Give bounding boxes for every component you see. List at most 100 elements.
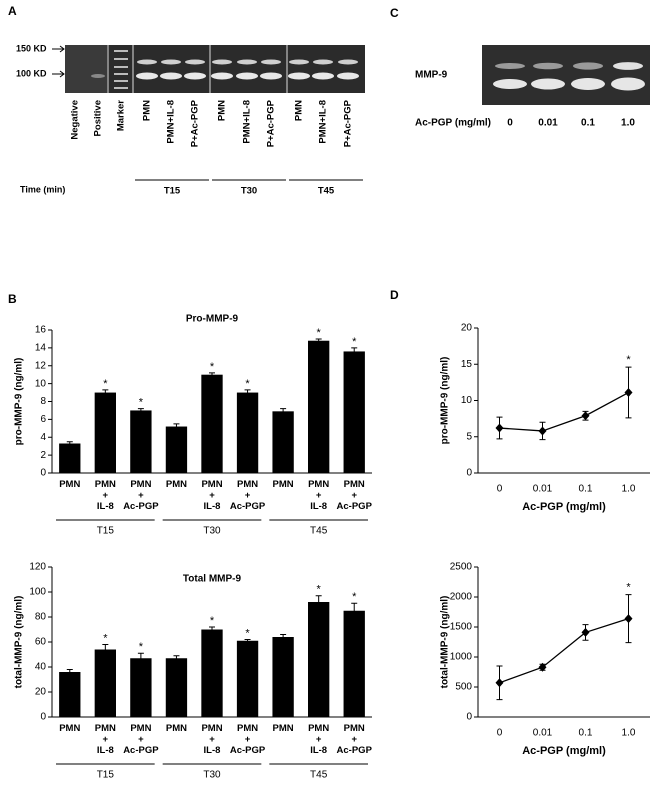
x-tick-label: PMN + Ac-PGP (123, 479, 159, 512)
bar (343, 610, 365, 717)
band (212, 59, 232, 65)
y-tick-label: 1500 (450, 622, 473, 633)
point (624, 388, 633, 398)
group-label: T15 (97, 526, 115, 537)
bar (236, 640, 259, 717)
x-tick-label: PMN + IL-8 (201, 723, 223, 756)
band (236, 72, 258, 80)
dose-value: 1.0 (621, 118, 635, 129)
dose-value: 0.1 (581, 118, 595, 129)
time-label: Time (min) (20, 184, 65, 194)
group-label: T45 (310, 526, 328, 537)
lane-label: Marker (116, 100, 127, 131)
bar (272, 411, 294, 473)
bar (308, 340, 330, 473)
marker-label: 100 KD (16, 68, 47, 78)
band (261, 59, 281, 65)
error-bar (173, 655, 180, 662)
error-bar (209, 626, 215, 633)
marker-band (114, 66, 128, 68)
group-label: T45 (318, 186, 335, 197)
significance: * (626, 354, 631, 366)
y-tick-label: 100 (29, 587, 46, 598)
y-axis-label: pro-MMP-9 (ng/ml) (440, 357, 451, 445)
band (288, 72, 310, 80)
error-bar (351, 347, 358, 356)
y-tick-label: 4 (40, 432, 46, 443)
y-tick-label: 60 (35, 637, 47, 648)
group-label: T30 (241, 186, 257, 197)
x-tick-label: PMN + Ac-PGP (123, 723, 159, 756)
x-tick-label: 0 (497, 484, 503, 495)
marker-band (114, 73, 128, 75)
dose-value: 0.01 (538, 118, 558, 129)
lane-label: Positive (93, 100, 104, 136)
significance: * (317, 327, 322, 339)
y-tick-label: 2 (40, 450, 46, 461)
x-tick-label: PMN + IL-8 (308, 723, 330, 756)
x-tick-label: PMN + IL-8 (94, 723, 116, 756)
lane-label: PMN (294, 100, 305, 121)
point (538, 662, 547, 672)
band (137, 59, 157, 65)
band (531, 78, 565, 90)
band (161, 59, 181, 65)
band (493, 79, 527, 89)
x-tick-label: PMN (272, 723, 294, 734)
point (495, 678, 504, 688)
marker-label: 150 KD (16, 43, 47, 53)
gel-negative (65, 45, 107, 93)
group-label: T15 (164, 186, 181, 197)
bar (94, 392, 116, 473)
lane-label: PMN (217, 100, 228, 121)
point (624, 614, 633, 624)
error-bar (102, 389, 109, 396)
band (185, 59, 205, 65)
significance: * (352, 336, 357, 348)
band (136, 72, 158, 80)
panel-label: B (8, 292, 17, 306)
band (573, 62, 603, 70)
x-tick-label: 0.01 (533, 484, 553, 495)
band (571, 78, 605, 90)
group-label: T15 (97, 770, 115, 781)
lane-label: Negative (70, 100, 81, 140)
y-tick-label: 20 (461, 323, 473, 334)
group-label: T45 (310, 770, 328, 781)
bar (272, 637, 294, 717)
significance: * (103, 378, 108, 390)
x-tick-label: PMN + Ac-PGP (229, 479, 266, 512)
lane-label: P+Ac-PGP (343, 99, 354, 147)
x-tick-label: 0.1 (579, 728, 593, 739)
band (237, 59, 257, 65)
x-tick-label: 1.0 (622, 484, 636, 495)
x-axis-label: Ac-PGP (mg/ml) (522, 745, 606, 757)
panel-label: D (390, 288, 399, 302)
point (495, 423, 504, 433)
error-bar (280, 408, 287, 415)
error-bar (351, 602, 358, 619)
significance: * (210, 615, 215, 627)
lane-label: P+Ac-PGP (266, 99, 277, 147)
gel (482, 45, 650, 105)
x-tick-label: 0.01 (533, 728, 553, 739)
x-tick-label: PMN + IL-8 (94, 479, 116, 512)
y-tick-label: 0 (466, 712, 472, 723)
marker-band (114, 80, 128, 82)
band (260, 72, 282, 80)
line (499, 617, 629, 684)
bar (343, 351, 365, 473)
x-tick-label: PMN + Ac-PGP (229, 723, 266, 756)
y-tick-label: 2500 (450, 562, 473, 573)
lane-label: PMN+IL-8 (166, 100, 177, 144)
x-tick-label: 1.0 (622, 728, 636, 739)
band-label: MMP-9 (415, 70, 448, 81)
significance: * (245, 627, 250, 639)
band (337, 72, 359, 80)
y-tick-label: 80 (35, 612, 47, 623)
significance: * (245, 378, 250, 390)
error-bar (315, 338, 322, 344)
bar (236, 392, 259, 473)
gel (65, 45, 365, 93)
